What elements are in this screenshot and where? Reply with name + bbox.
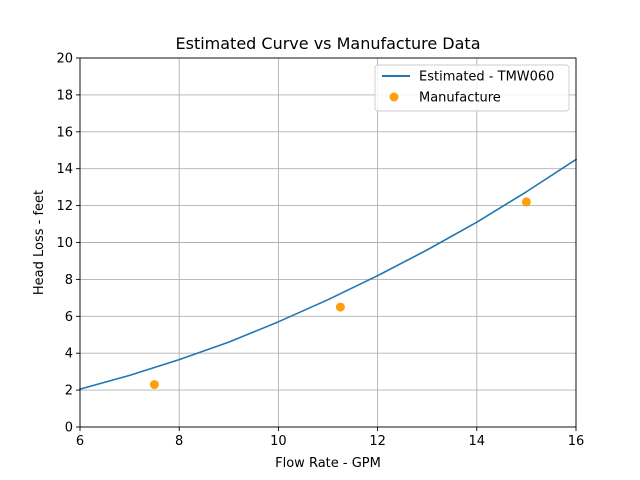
y-tick-label: 18 [56,88,73,103]
y-tick-label: 2 [65,384,73,399]
legend: Estimated - TMW060 Manufacture [374,64,570,112]
x-tick-label: 12 [369,434,386,449]
manufacture-data-point [149,380,159,390]
x-axis-label: Flow Rate - GPM [275,456,381,471]
legend-label-manufacture: Manufacture [419,91,501,106]
y-tick-label: 0 [65,421,73,436]
x-tick-label: 8 [175,434,183,449]
y-tick-label: 8 [65,273,73,288]
x-tick-label: 14 [469,434,486,449]
legend-marker-swatch [389,92,399,102]
grid [79,57,577,428]
y-axis-label: Head Loss - feet [32,190,47,295]
axis-ticks: 6 8 10 12 14 16 0 2 4 6 8 10 12 14 16 18 20 [56,52,584,450]
x-tick-label: 16 [568,434,585,449]
y-tick-label: 16 [56,125,73,140]
plot-series [79,158,578,391]
y-tick-label: 4 [65,347,73,362]
series-line-estimated [79,158,578,391]
y-tick-label: 10 [56,236,73,251]
manufacture-data-point [521,197,531,207]
y-tick-label: 14 [56,162,73,177]
y-tick-label: 12 [56,199,73,214]
legend-label-estimated: Estimated - TMW060 [419,70,554,85]
x-tick-label: 10 [270,434,287,449]
x-tick-label: 6 [76,434,84,449]
manufacture-data-point [335,302,345,312]
y-tick-label: 20 [56,52,73,67]
chart-title: Estimated Curve vs Manufacture Data [176,34,481,53]
y-tick-label: 6 [65,310,73,325]
legend-box [374,64,570,112]
